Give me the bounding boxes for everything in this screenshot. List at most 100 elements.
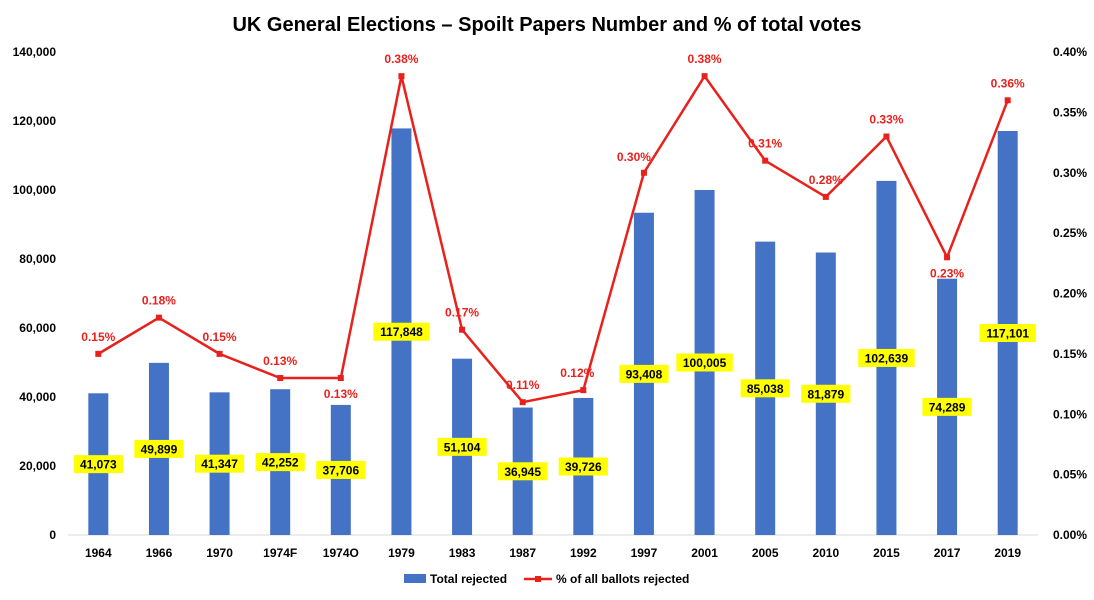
line-point <box>459 326 466 333</box>
y-left-tick-label: 140,000 <box>13 45 57 59</box>
legend: Total rejected % of all ballots rejected <box>404 572 689 586</box>
line-point <box>519 399 526 406</box>
bar-data-label: 51,104 <box>444 440 481 454</box>
bar-label-background <box>558 457 608 476</box>
bar-label-background <box>437 437 487 456</box>
x-tick-label: 1966 <box>146 546 173 560</box>
bar-data-label: 36,945 <box>504 465 541 479</box>
line-point <box>398 73 405 80</box>
bar-label-background <box>801 384 851 403</box>
bar-data-label: 102,639 <box>865 351 909 365</box>
line-data-label: 0.33% <box>869 113 903 127</box>
line-point <box>277 375 284 382</box>
bar-data-label: 81,879 <box>807 387 844 401</box>
bar-label-background <box>922 397 972 416</box>
axes: 0 20,000 40,000 60,000 80,000 100,000 120,000 1… <box>13 45 1088 560</box>
x-tick-label: 1983 <box>449 546 476 560</box>
y-right-tick-label: 0.05% <box>1053 468 1087 482</box>
line-point <box>337 375 344 382</box>
x-tick-label: 1974O <box>323 546 359 560</box>
line-point <box>155 314 162 321</box>
line-data-label: 0.11% <box>506 378 540 392</box>
line-data-label: 0.30% <box>617 150 651 164</box>
chart-title: UK General Elections – Spoilt Papers Num… <box>232 14 861 36</box>
bar-data-label: 74,289 <box>929 400 966 414</box>
y-right-tick-label: 0.20% <box>1053 287 1087 301</box>
bar-label-background <box>979 324 1036 343</box>
x-tick-label: 2019 <box>994 546 1021 560</box>
y-right-tick-label: 0.15% <box>1053 347 1087 361</box>
legend-swatch-bar <box>404 574 426 583</box>
bar-data-label: 93,408 <box>626 367 663 381</box>
legend-swatch-marker <box>535 576 541 582</box>
x-tick-label: 1979 <box>388 546 415 560</box>
line-data-label: 0.13% <box>324 387 358 401</box>
y-left-tick-label: 100,000 <box>13 183 57 197</box>
bar-label-background <box>134 439 184 458</box>
bar-label-background <box>73 455 123 474</box>
line-data-label: 0.15% <box>81 330 115 344</box>
line-data-label: 0.31% <box>748 137 782 151</box>
x-tick-label: 1992 <box>570 546 597 560</box>
x-tick-label: 1974F <box>263 546 297 560</box>
bar-data-label: 117,101 <box>986 327 1029 341</box>
bar-label-background <box>619 364 669 383</box>
y-left-tick-label: 0 <box>49 528 56 542</box>
y-right-tick-label: 0.25% <box>1053 226 1087 240</box>
line-point <box>640 169 647 176</box>
x-tick-label: 1987 <box>509 546 536 560</box>
y-right-tick-label: 0.00% <box>1053 528 1087 542</box>
bar-data-label: 117,848 <box>380 325 423 339</box>
line-point <box>762 157 769 164</box>
bar-data-label: 41,347 <box>201 457 238 471</box>
line-point <box>95 350 102 357</box>
line-data-label: 0.38% <box>688 52 722 66</box>
line-data-labels: 0.15% 0.18% 0.15% 0.13% 0.13% 0.38% 0.17% 0.11%… <box>81 52 1025 401</box>
bar-label-background <box>740 379 790 398</box>
line-path <box>97 74 1009 404</box>
x-tick-label: 1997 <box>631 546 658 560</box>
line-series <box>95 73 1011 406</box>
x-tick-label: 2001 <box>691 546 718 560</box>
y-right-tick-label: 0.35% <box>1053 105 1087 119</box>
line-data-label: 0.18% <box>142 294 176 308</box>
bar-label-background <box>373 322 430 341</box>
bar-data-label: 41,073 <box>80 458 117 472</box>
line-point <box>580 387 587 394</box>
bar-label-background <box>676 353 733 372</box>
y-left-tick-label: 20,000 <box>19 459 56 473</box>
x-tick-label: 1964 <box>85 546 112 560</box>
bar-label-background <box>858 348 915 367</box>
bar-label-background <box>194 454 245 473</box>
line-point <box>883 133 890 140</box>
line-data-label: 0.12% <box>560 366 594 380</box>
bar-data-label: 39,726 <box>565 460 602 474</box>
bar-label-background <box>255 453 305 472</box>
x-tick-label: 2010 <box>812 546 839 560</box>
line-point <box>822 193 829 200</box>
line-point <box>216 350 223 357</box>
y-right-tick-label: 0.10% <box>1053 407 1087 421</box>
bar-data-label: 49,899 <box>141 442 178 456</box>
line-point <box>1004 97 1011 104</box>
bar-data-label: 37,706 <box>322 463 359 477</box>
line-data-label: 0.28% <box>809 173 843 187</box>
x-tick-label: 1970 <box>206 546 233 560</box>
bar-data-label: 100,005 <box>683 356 727 370</box>
x-tick-label: 2017 <box>934 546 961 560</box>
bar-label-background <box>498 462 548 481</box>
y-right-tick-label: 0.40% <box>1053 45 1087 59</box>
y-right-tick-label: 0.30% <box>1053 166 1087 180</box>
legend-label-total-rejected: Total rejected <box>430 572 507 586</box>
x-tick-label: 2015 <box>873 546 900 560</box>
bar-data-label: 42,252 <box>262 456 299 470</box>
bar-label-background <box>316 460 366 479</box>
y-left-tick-label: 60,000 <box>19 321 56 335</box>
line-data-label: 0.36% <box>991 76 1025 90</box>
legend-label-percent-rejected: % of all ballots rejected <box>556 572 689 586</box>
y-left-tick-label: 80,000 <box>19 252 56 266</box>
y-left-tick-label: 120,000 <box>13 114 57 128</box>
line-data-label: 0.38% <box>384 52 418 66</box>
